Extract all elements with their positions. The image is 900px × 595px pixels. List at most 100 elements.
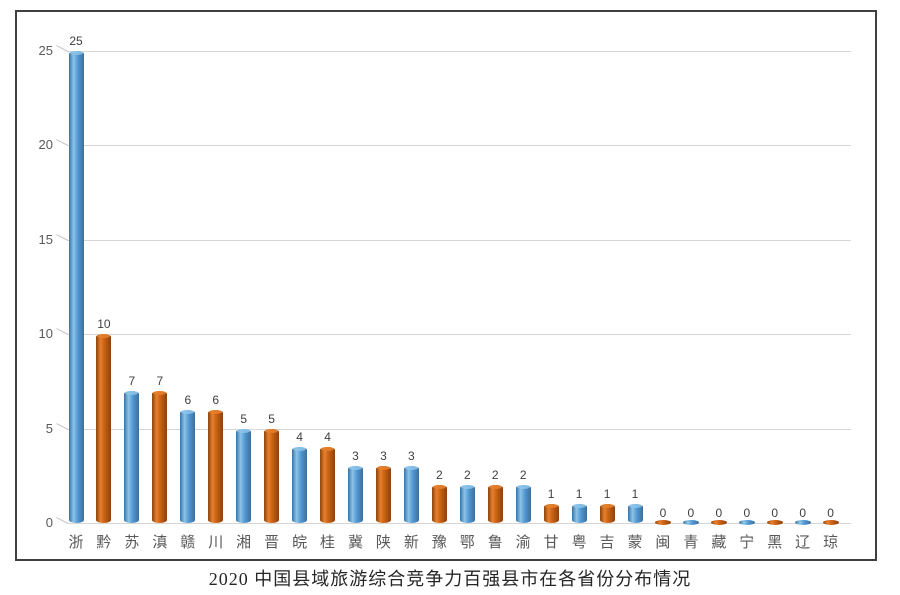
- x-axis-label: 赣: [180, 534, 196, 551]
- x-axis-label: 藏: [711, 534, 727, 551]
- bar-value-label: 3: [352, 449, 359, 464]
- y-axis-tick-label: 20: [38, 137, 53, 152]
- bar-cap: [321, 447, 335, 452]
- bar-15: [487, 485, 503, 523]
- x-axis-label: 宁: [739, 534, 755, 551]
- bar-value-label: 5: [268, 411, 275, 426]
- bar-value-label: 0: [687, 506, 695, 520]
- bar-6: [236, 428, 252, 523]
- x-axis-label: 滇: [152, 534, 168, 551]
- bar-1: [96, 334, 112, 523]
- x-axis-label: 豫: [431, 534, 447, 551]
- gridline-20: [68, 145, 851, 146]
- bar-value-label: 0: [771, 506, 779, 520]
- chart-title: 2020 中国县域旅游综合竞争力百强县市在各省份分布情况: [208, 569, 692, 589]
- bar-17: [543, 504, 559, 523]
- x-axis-label: 闽: [655, 534, 671, 551]
- plot-area: 0 5 10 15 20 25 25 浙 10 黔 7 苏 7 滇 6 赣 6 川 5 湘 5 晋 4 皖 4 桂 3 冀 3 陕 3 新 2 豫…: [17, 12, 875, 559]
- bar-cap: [404, 466, 418, 471]
- bar-cap: [237, 428, 251, 433]
- bar-value-label: 6: [212, 392, 220, 407]
- y-axis-tick-label: 25: [38, 42, 53, 58]
- bar-10: [348, 466, 363, 523]
- x-axis-label: 蒙: [627, 534, 643, 551]
- bar-23: [710, 520, 727, 525]
- gridline-10: [68, 334, 851, 335]
- bar-value-label: 2: [491, 468, 499, 483]
- bar-value-label: 10: [97, 317, 111, 331]
- bar-cap: [432, 485, 446, 490]
- bar-value-label: 25: [69, 33, 83, 48]
- bar-3: [152, 390, 168, 523]
- bar-value-label: 0: [827, 506, 834, 520]
- x-axis-label: 鄂: [459, 534, 475, 551]
- bar-26: [794, 520, 811, 525]
- bar-25: [766, 520, 783, 525]
- x-axis-label: 湘: [236, 534, 252, 551]
- x-axis-label: 吉: [599, 534, 615, 551]
- bar-cap: [209, 409, 223, 414]
- bar-21: [654, 520, 671, 525]
- bar-value-label: 5: [240, 411, 248, 426]
- bar-value-label: 4: [296, 430, 303, 445]
- gridline-25: [68, 50, 851, 52]
- x-axis-label: 鲁: [487, 534, 503, 551]
- bar-cap: [460, 485, 474, 490]
- bar-cap: [376, 466, 390, 471]
- bar-cap: [125, 390, 139, 395]
- x-axis-label: 琼: [823, 534, 839, 551]
- bar-value-label: 0: [799, 506, 807, 520]
- bar-13: [431, 485, 447, 523]
- bar-18: [571, 504, 587, 523]
- gridline-15: [68, 239, 851, 241]
- bar-11: [375, 466, 391, 523]
- x-axis-label: 黔: [96, 534, 112, 551]
- bar-19: [599, 504, 615, 523]
- bar-cap: [628, 504, 642, 509]
- bar-8: [292, 447, 308, 523]
- x-axis-label: 苏: [124, 534, 140, 551]
- gridline-0: [68, 523, 851, 524]
- bar-cap: [572, 504, 586, 509]
- bar-20: [627, 504, 643, 523]
- x-axis-label: 陕: [375, 534, 391, 551]
- bar-cap: [516, 485, 530, 490]
- y-axis-tick-label: 10: [38, 326, 53, 341]
- bar-cap: [97, 334, 111, 338]
- bar-0: [68, 50, 84, 523]
- bar-22: [682, 520, 699, 525]
- chart-frame: 0 5 10 15 20 25 25 浙 10 黔 7 苏 7 滇 6 赣 6 川 5 湘 5 晋 4 皖 4 桂 3 冀 3 陕 3 新 2 豫…: [15, 10, 877, 561]
- gridline-5: [68, 428, 851, 430]
- bar-2: [124, 390, 140, 523]
- y-axis-tick-label: 15: [38, 231, 53, 247]
- bar-7: [264, 428, 280, 523]
- x-axis-label: 晋: [264, 534, 280, 551]
- bar-5: [208, 409, 224, 523]
- x-axis-label: 甘: [543, 534, 559, 551]
- bar-value-label: 1: [547, 487, 555, 502]
- bar-cap: [349, 466, 362, 471]
- bar-value-label: 7: [156, 373, 164, 388]
- bar-cap: [544, 504, 558, 509]
- x-axis-label: 皖: [292, 534, 308, 551]
- bar-value-label: 0: [743, 506, 751, 520]
- bar-value-label: 2: [463, 468, 471, 483]
- bar-24: [738, 520, 755, 525]
- bar-value-label: 3: [380, 449, 387, 464]
- bar-value-label: 4: [324, 430, 331, 445]
- y-axis-tick-label: 5: [45, 420, 53, 436]
- bar-value-label: 6: [184, 392, 192, 407]
- x-axis-label: 桂: [320, 534, 336, 551]
- bar-cap: [488, 485, 502, 490]
- bar-value-label: 1: [575, 487, 583, 502]
- x-axis-label: 川: [208, 534, 224, 551]
- bar-9: [320, 447, 336, 523]
- x-axis-label: 新: [403, 534, 419, 551]
- bar-value-label: 2: [519, 468, 527, 483]
- bar-value-label: 1: [631, 487, 639, 502]
- bar-12: [403, 466, 419, 523]
- x-axis-label: 辽: [795, 534, 811, 551]
- bar-cap: [600, 504, 614, 509]
- bar-value-label: 1: [603, 487, 611, 502]
